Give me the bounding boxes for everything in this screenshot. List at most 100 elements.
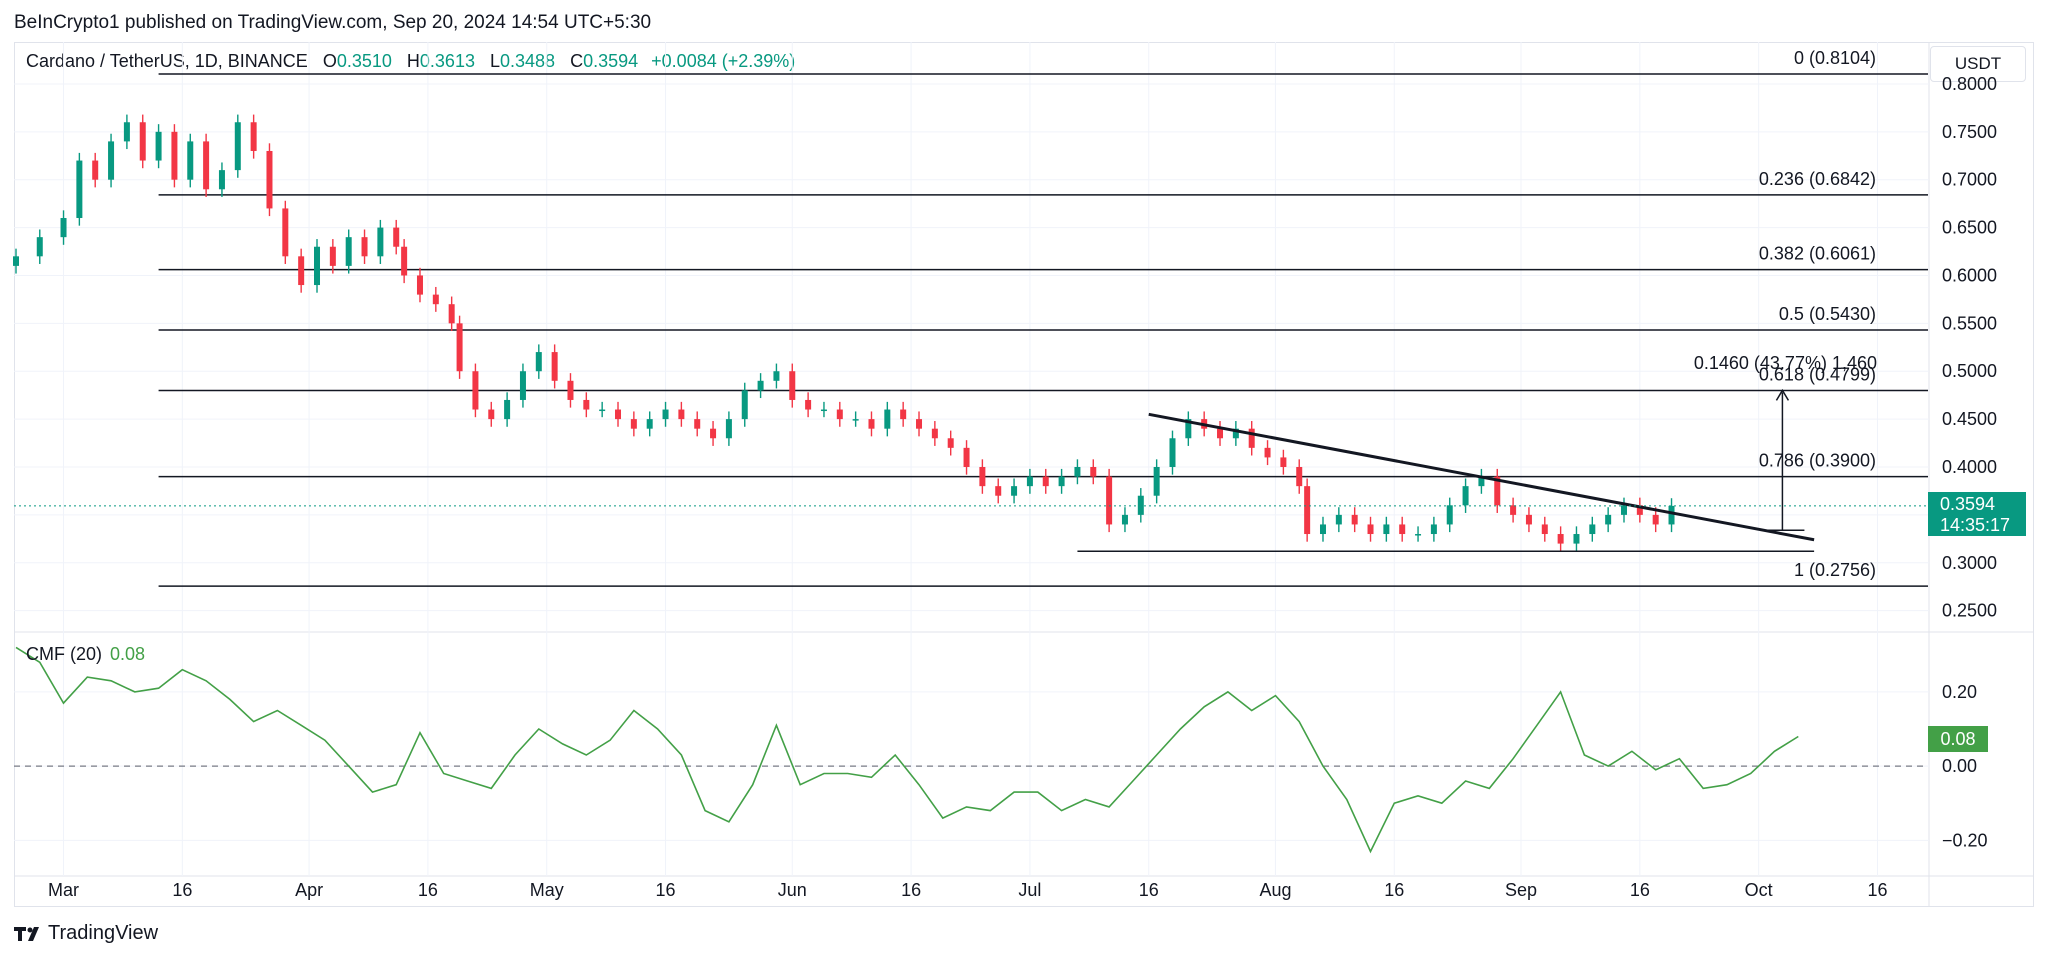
candle-body (266, 150, 273, 209)
candle-body (76, 160, 83, 219)
candle-body (92, 160, 99, 180)
candle-body (1058, 476, 1065, 487)
candle-body (820, 409, 827, 412)
candle-body (1494, 476, 1501, 506)
candle-body (448, 304, 455, 324)
candle-body (789, 371, 796, 400)
candle-body (1620, 505, 1627, 515)
candle-body (599, 409, 606, 412)
candle-body (979, 466, 986, 487)
candle-body (1367, 524, 1374, 535)
candle-body (1668, 505, 1675, 525)
descending-trendline (1148, 412, 1815, 542)
candle-body (1217, 428, 1224, 439)
cmf-tick-label: 0.20 (1942, 682, 1977, 702)
candle-body (805, 399, 812, 410)
candle-body (662, 409, 669, 420)
cmf-legend: CMF (20) 0.08 (26, 644, 145, 665)
date-tick-label: Oct (1745, 880, 1773, 900)
price-tick-label: 0.8000 (1942, 74, 1997, 94)
candle-body (139, 122, 146, 161)
candle-body (1137, 495, 1144, 515)
high-value: 0.3613 (419, 51, 475, 71)
fib-level-label: 0.382 (0.6061) (1759, 244, 1876, 264)
cmf-tick-label: −0.20 (1942, 830, 1988, 850)
candle-body (108, 141, 115, 180)
currency-selector[interactable]: USDT (1930, 46, 2026, 82)
candle-body (1652, 514, 1659, 525)
fib-level-label: 1 (0.2756) (1794, 560, 1876, 580)
chart-frame (14, 42, 2034, 907)
candle-body (456, 323, 463, 372)
date-tick-label: Jun (778, 880, 807, 900)
price-tick-label: 0.4500 (1942, 409, 1997, 429)
candle-body (1462, 486, 1469, 506)
open-label: O (322, 51, 337, 71)
candle-body (646, 419, 653, 429)
candle-body (1415, 534, 1422, 536)
date-tick-label: 16 (656, 880, 676, 900)
candle-body (187, 141, 194, 180)
candle-body (567, 380, 574, 400)
candle-body (282, 208, 289, 257)
candle-body (1232, 428, 1239, 439)
price-tick-label: 0.6500 (1942, 218, 1997, 238)
price-tick-label: 0.4000 (1942, 457, 1997, 477)
candle-body (1090, 466, 1097, 477)
candle-body (60, 218, 67, 238)
publisher-header: BeInCrypto1 published on TradingView.com… (14, 12, 652, 33)
candle-body (416, 275, 423, 295)
candle-body (1121, 514, 1128, 525)
fib-level-label: 0 (0.8104) (1794, 48, 1876, 68)
price-tick-label: 0.7000 (1942, 170, 1997, 190)
cmf-series-line (15, 646, 1799, 854)
candle-body (1351, 514, 1358, 525)
candle-body (947, 438, 954, 448)
candle-body (1042, 476, 1049, 487)
price-tick-label: 0.7500 (1942, 122, 1997, 142)
candle-body (345, 237, 352, 266)
date-tick-label: Mar (48, 880, 79, 900)
candle-body (773, 371, 780, 381)
candle-body (1169, 438, 1176, 467)
price-tick-label: 0.2500 (1942, 601, 1997, 621)
footer-brand[interactable]: TradingView (14, 922, 158, 945)
date-tick-label: May (530, 880, 564, 900)
candle-body (298, 256, 305, 286)
close-label: C (570, 51, 584, 71)
candle-body (171, 131, 178, 180)
candle-body (725, 419, 732, 439)
candle-body (1430, 524, 1437, 535)
candle-body (1446, 505, 1453, 525)
candle-body (963, 447, 970, 467)
fib-level-label: 0.236 (0.6842) (1759, 169, 1876, 189)
candle-body (757, 380, 764, 391)
price-tick-label: 0.3000 (1942, 553, 1997, 573)
candle-body (900, 409, 907, 420)
footer-brand-label: TradingView (48, 922, 159, 944)
measure-label: 0.1460 (43.77%) 1,460 (1694, 353, 1877, 373)
date-tick-label: Apr (295, 880, 323, 900)
date-tick-label: Aug (1259, 880, 1291, 900)
candle-body (868, 419, 875, 429)
candle-body (1280, 457, 1287, 467)
candle-body (329, 246, 336, 266)
candle-body (1153, 466, 1160, 496)
price-tick-label: 0.6000 (1942, 265, 1997, 285)
candle-body (916, 419, 923, 429)
change-value: +0.0084 (+2.39%) (651, 51, 796, 71)
cmf-badge: 0.08 (1928, 726, 1988, 752)
candle-body (432, 294, 439, 305)
date-tick-label: 16 (418, 880, 438, 900)
tradingview-logo-icon (14, 926, 39, 941)
candle-body (1557, 534, 1564, 544)
candle-body (1106, 476, 1113, 525)
date-tick-label: 16 (1867, 880, 1887, 900)
candle-body (836, 409, 843, 420)
candle-body (393, 227, 400, 247)
candle-body (155, 131, 162, 161)
high-label: H (406, 51, 420, 71)
candle-body (1248, 428, 1255, 448)
candle-body (234, 122, 241, 171)
